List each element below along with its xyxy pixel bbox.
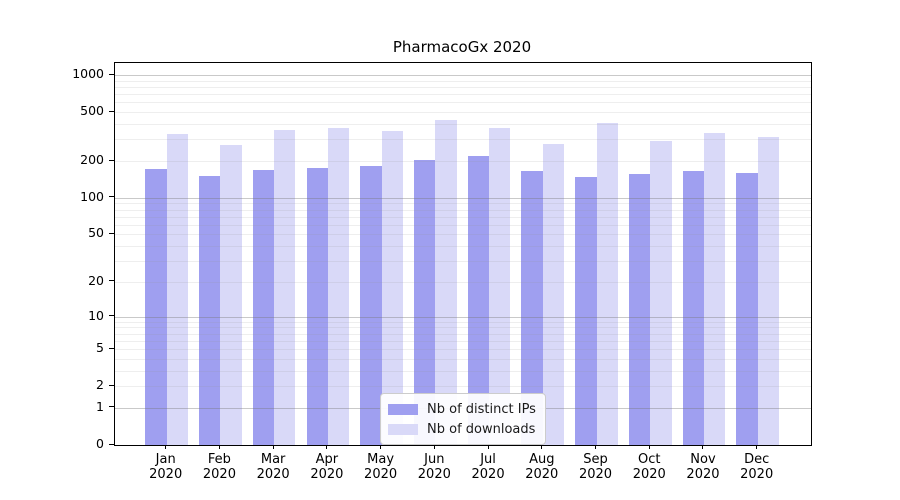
bar-distinct-ips-jul — [467, 156, 490, 445]
y-tick-label: 500 — [80, 103, 104, 119]
bar-distinct-ips-apr — [306, 167, 328, 445]
bar-downloads-jul — [489, 128, 511, 445]
y-tick-label: 200 — [80, 152, 104, 168]
y-tick-label: 100 — [80, 188, 104, 204]
bar-distinct-ips-nov — [682, 171, 704, 445]
legend-label-distinct-ips: Nb of distinct IPs — [427, 401, 536, 417]
y-tick — [109, 406, 114, 408]
x-tick-label: Apr 2020 — [310, 452, 344, 482]
y-tick-label: 2 — [96, 377, 104, 393]
legend-label-downloads: Nb of downloads — [427, 421, 536, 437]
bar-downloads-feb — [220, 145, 242, 445]
bar-downloads-may — [381, 130, 403, 445]
x-tick-label: Sep 2020 — [578, 452, 613, 482]
legend: Nb of distinct IPs Nb of downloads — [380, 393, 546, 445]
y-tick — [109, 232, 114, 234]
y-tick — [109, 347, 114, 349]
bar-downloads-mar — [274, 129, 296, 445]
y-tick — [109, 315, 114, 317]
bar-downloads-jan — [166, 133, 188, 445]
bar-distinct-ips-sep — [575, 177, 597, 445]
y-tick-label: 50 — [88, 225, 104, 241]
y-tick-label: 1000 — [72, 66, 104, 82]
bars-layer — [115, 63, 811, 445]
bar-downloads-jun — [435, 120, 457, 445]
legend-item-downloads: Nb of downloads — [388, 419, 536, 439]
y-tick — [109, 280, 114, 282]
x-tick — [702, 445, 704, 449]
bar-downloads-sep — [596, 123, 618, 445]
bar-distinct-ips-jun — [414, 159, 436, 445]
y-tick — [109, 443, 114, 445]
bar-distinct-ips-may — [360, 166, 382, 445]
legend-swatch-distinct-ips — [388, 403, 418, 415]
legend-item-distinct-ips: Nb of distinct IPs — [388, 399, 536, 419]
bar-distinct-ips-oct — [628, 173, 651, 445]
bar-distinct-ips-feb — [199, 176, 221, 445]
x-tick-label: Aug 2020 — [525, 452, 559, 482]
x-tick — [756, 445, 758, 449]
x-tick-label: Jun 2020 — [417, 452, 451, 482]
x-tick — [165, 445, 167, 449]
chart-title: PharmacoGx 2020 — [392, 38, 532, 56]
x-tick-label: Nov 2020 — [686, 452, 720, 482]
bar-distinct-ips-dec — [736, 172, 758, 445]
y-tick — [109, 196, 114, 198]
bar-downloads-nov — [703, 133, 726, 445]
x-tick-label: Oct 2020 — [632, 452, 666, 482]
y-tick — [109, 110, 114, 112]
y-tick-label: 10 — [88, 307, 104, 323]
x-tick-label: Jul 2020 — [471, 452, 505, 482]
x-tick-label: Feb 2020 — [202, 452, 236, 482]
y-tick-label: 20 — [88, 272, 104, 288]
x-tick — [380, 445, 382, 449]
y-tick-label: 5 — [96, 340, 104, 356]
x-tick — [272, 445, 274, 449]
y-tick — [109, 384, 114, 386]
x-tick — [218, 445, 220, 449]
plot-area: Nb of distinct IPs Nb of downloads — [114, 62, 812, 446]
legend-swatch-downloads — [388, 423, 418, 435]
y-tick-label: 1 — [96, 398, 104, 414]
x-tick-label: Mar 2020 — [256, 452, 290, 482]
bar-downloads-aug — [542, 143, 565, 445]
x-tick — [326, 445, 328, 449]
x-tick — [648, 445, 650, 449]
y-tick — [109, 159, 114, 161]
x-tick — [433, 445, 435, 449]
bar-distinct-ips-aug — [521, 170, 543, 445]
y-tick-label: 0 — [96, 436, 104, 451]
bar-distinct-ips-mar — [252, 169, 275, 445]
x-tick — [487, 445, 489, 449]
bar-distinct-ips-jan — [145, 169, 167, 445]
x-tick-label: May 2020 — [364, 452, 398, 482]
bar-downloads-apr — [327, 128, 350, 445]
bar-downloads-dec — [757, 136, 779, 445]
y-tick — [109, 73, 114, 75]
x-tick-label: Jan 2020 — [149, 452, 183, 482]
bar-downloads-oct — [650, 141, 672, 445]
x-tick-label: Dec 2020 — [740, 452, 774, 482]
x-tick — [595, 445, 597, 449]
x-tick — [541, 445, 543, 449]
